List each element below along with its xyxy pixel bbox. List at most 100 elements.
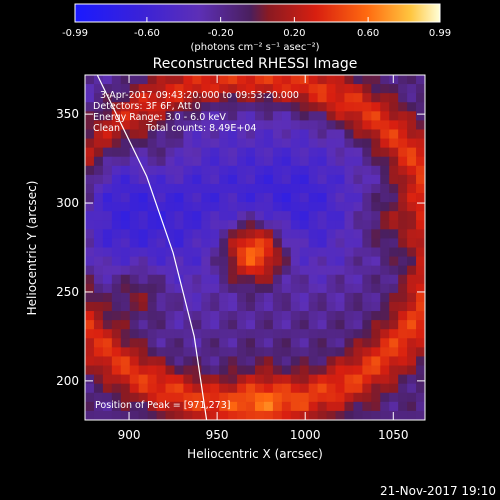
heatmap-cell bbox=[398, 156, 408, 167]
heatmap-cell bbox=[174, 174, 185, 185]
heatmap-cell bbox=[138, 84, 149, 94]
heatmap-cell bbox=[192, 247, 202, 258]
heatmap-cell bbox=[147, 220, 158, 230]
heatmap-cell bbox=[183, 93, 193, 103]
heatmap-cell bbox=[263, 311, 274, 321]
heatmap-cell bbox=[299, 320, 310, 330]
heatmap-cell bbox=[219, 93, 229, 103]
heatmap-cell bbox=[165, 120, 176, 131]
heatmap-cell bbox=[362, 292, 372, 303]
heatmap-cell bbox=[299, 138, 310, 149]
heatmap-cell bbox=[192, 265, 202, 276]
heatmap-cell bbox=[299, 329, 310, 339]
heatmap-cell bbox=[407, 165, 417, 176]
heatmap-cell bbox=[389, 138, 399, 149]
heatmap-cell bbox=[281, 320, 292, 330]
heatmap-cell bbox=[183, 229, 193, 240]
heatmap-cell bbox=[308, 365, 319, 376]
heatmap-cell bbox=[335, 238, 346, 249]
heatmap-cell bbox=[362, 301, 372, 312]
heatmap-cell bbox=[165, 274, 176, 285]
heatmap-cell bbox=[210, 102, 220, 112]
heatmap-cell bbox=[102, 311, 113, 321]
heatmap-cell bbox=[129, 211, 140, 221]
heatmap-cell bbox=[263, 383, 274, 394]
heatmap-cell bbox=[156, 238, 167, 249]
heatmap-cell bbox=[389, 374, 399, 385]
heatmap-cell bbox=[237, 138, 247, 149]
heatmap-cell bbox=[380, 247, 390, 258]
heatmap-cell bbox=[398, 383, 408, 394]
heatmap-cell bbox=[371, 247, 381, 258]
heatmap-cell bbox=[272, 211, 283, 221]
heatmap-cell bbox=[362, 374, 372, 385]
heatmap-cell bbox=[174, 220, 185, 230]
heatmap-cell bbox=[165, 183, 176, 194]
heatmap-cell bbox=[156, 183, 167, 194]
heatmap-cell bbox=[129, 383, 140, 394]
heatmap-cell bbox=[156, 229, 167, 240]
heatmap-cell bbox=[192, 84, 202, 94]
heatmap-cell bbox=[416, 220, 425, 230]
heatmap-cell bbox=[183, 174, 193, 185]
heatmap-cell bbox=[299, 292, 310, 303]
heatmap-cell bbox=[317, 292, 328, 303]
plot-area: 900 950 1000 1050 200 250 300 350 3-Apr-2017 09… bbox=[56, 74, 426, 442]
heatmap-cell bbox=[389, 193, 399, 203]
heatmap-cell bbox=[192, 311, 202, 321]
heatmap-cell bbox=[129, 111, 140, 121]
heatmap-cell bbox=[138, 220, 149, 230]
heatmap-cell bbox=[389, 183, 399, 194]
heatmap-cell bbox=[147, 84, 158, 94]
heatmap-cell bbox=[362, 156, 372, 167]
heatmap-cell bbox=[371, 383, 381, 394]
heatmap-cell bbox=[281, 365, 292, 376]
heatmap-cell bbox=[183, 75, 193, 85]
heatmap-cell bbox=[93, 156, 104, 167]
heatmap-cell bbox=[344, 138, 355, 149]
heatmap-cell bbox=[344, 401, 355, 412]
heatmap-cell bbox=[407, 292, 417, 303]
heatmap-cell bbox=[407, 283, 417, 294]
heatmap-cell bbox=[263, 347, 274, 358]
heatmap-cell bbox=[380, 93, 390, 103]
heatmap-cell bbox=[281, 392, 292, 403]
heatmap-cell bbox=[93, 410, 104, 420]
heatmap-cell bbox=[263, 193, 274, 203]
heatmap-cell bbox=[138, 392, 149, 403]
heatmap-cell bbox=[326, 356, 337, 367]
heatmap-cell bbox=[120, 147, 131, 158]
heatmap-cell bbox=[174, 356, 185, 367]
heatmap-cell bbox=[147, 102, 158, 112]
colorbar-unit-label: (photons cm⁻² s⁻¹ asec⁻²) bbox=[190, 42, 319, 53]
heatmap-cell bbox=[389, 93, 399, 103]
heatmap-cell bbox=[147, 356, 158, 367]
heatmap-cell bbox=[111, 120, 122, 131]
heatmap-cell bbox=[120, 365, 131, 376]
heatmap-cell bbox=[380, 174, 390, 185]
heatmap-cell bbox=[138, 129, 149, 140]
heatmap-cell bbox=[308, 129, 319, 140]
heatmap-cell bbox=[210, 193, 220, 203]
heatmap-cell bbox=[389, 256, 399, 267]
heatmap-cell bbox=[183, 356, 193, 367]
heatmap-cell bbox=[407, 347, 417, 358]
heatmap-cell bbox=[362, 338, 372, 348]
heatmap-cell bbox=[85, 383, 95, 394]
heatmap-cell bbox=[174, 320, 185, 330]
heatmap-cell bbox=[317, 138, 328, 149]
heatmap-cell bbox=[416, 174, 425, 185]
heatmap-cell bbox=[147, 229, 158, 240]
heatmap-cell bbox=[272, 265, 283, 276]
heatmap-cell bbox=[129, 356, 140, 367]
heatmap-cell bbox=[201, 193, 211, 203]
heatmap-cell bbox=[228, 120, 238, 131]
heatmap-cell bbox=[416, 238, 425, 249]
heatmap-cell bbox=[299, 283, 310, 294]
heatmap-cell bbox=[290, 229, 301, 240]
heatmap-cell bbox=[246, 75, 256, 85]
heatmap-cell bbox=[192, 183, 202, 194]
heatmap-cell bbox=[299, 84, 310, 94]
heatmap-cell bbox=[156, 292, 167, 303]
heatmap-cell bbox=[129, 347, 140, 358]
